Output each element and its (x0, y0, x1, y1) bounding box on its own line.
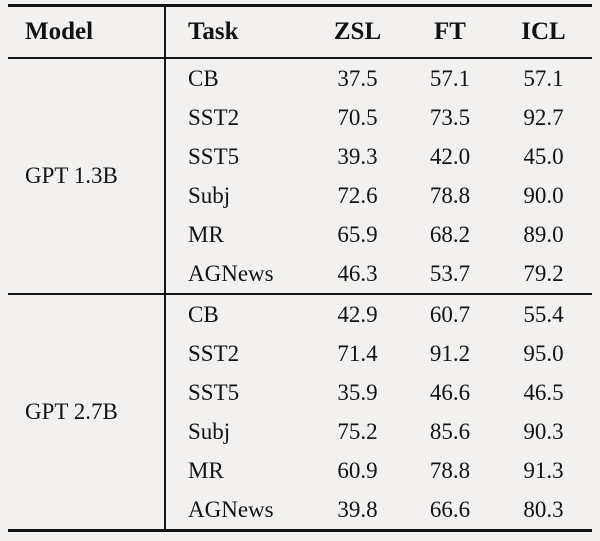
task-cell: CB (188, 301, 219, 327)
table-row: SST5 39.3 42.0 45.0 (8, 137, 592, 176)
table-row: Subj 75.2 85.6 90.3 (8, 412, 592, 451)
task-cell: MR (188, 221, 224, 247)
icl-value: 89.0 (523, 221, 564, 247)
icl-value: 95.0 (523, 340, 564, 366)
zsl-value: 70.5 (337, 104, 378, 130)
ft-value: 57.1 (429, 65, 471, 91)
icl-value: 55.4 (523, 301, 564, 327)
zsl-value: 42.9 (337, 301, 378, 327)
task-cell: AGNews (188, 260, 274, 286)
icl-value: 90.0 (523, 182, 564, 208)
section-gpt-1-3b: GPT 1.3B CB 37.5 57.1 57.1 SST2 70.5 73.… (8, 58, 592, 294)
col-header-model: Model (8, 5, 166, 58)
zsl-value: 60.9 (337, 457, 378, 483)
ft-value: 60.7 (429, 301, 471, 327)
task-cell: SST2 (188, 340, 240, 366)
task-cell: Subj (188, 418, 231, 444)
table-header: Model Task ZSL FT ICL (8, 5, 592, 58)
task-cell: SST5 (188, 379, 240, 405)
icl-value: 46.5 (523, 379, 564, 405)
task-cell: MR (188, 457, 224, 483)
table-row: GPT 1.3B CB 37.5 57.1 57.1 (8, 58, 592, 294)
ft-value: 78.8 (429, 457, 471, 483)
col-header-zsl: ZSL (333, 18, 382, 45)
ft-value: 68.2 (429, 221, 471, 247)
zsl-value: 65.9 (337, 221, 378, 247)
ft-value: 42.0 (429, 143, 471, 169)
zsl-value: 35.9 (337, 379, 378, 405)
task-cell: Subj (188, 182, 231, 208)
ft-value: 73.5 (429, 104, 471, 130)
model-label: GPT 2.7B (8, 294, 166, 531)
table-row: SST2 70.5 73.5 92.7 (8, 98, 592, 137)
ft-value: 78.8 (429, 182, 471, 208)
col-header-ft: FT (434, 18, 466, 45)
model-label: GPT 1.3B (8, 58, 166, 294)
zsl-value: 37.5 (337, 65, 378, 91)
col-header-task: Task (188, 18, 239, 45)
ft-value: 85.6 (429, 418, 471, 444)
task-cell: SST5 (188, 143, 240, 169)
icl-value: 90.3 (523, 418, 564, 444)
zsl-value: 39.3 (337, 143, 378, 169)
icl-value: 57.1 (523, 65, 564, 91)
icl-value: 45.0 (523, 143, 564, 169)
ft-value: 66.6 (429, 496, 471, 522)
task-cell: CB (188, 65, 219, 91)
table-row: Subj 72.6 78.8 90.0 (8, 176, 592, 215)
section-gpt-2-7b: GPT 2.7B CB 42.9 60.7 55.4 SST2 71.4 91.… (8, 294, 592, 531)
header-row: Model Task ZSL FT ICL (8, 5, 592, 58)
ft-value: 91.2 (429, 340, 471, 366)
ft-value: 53.7 (429, 260, 471, 286)
col-header-icl: ICL (521, 18, 566, 45)
table-row: MR 60.9 78.8 91.3 (8, 451, 592, 490)
table-row: AGNews 39.8 66.6 80.3 (8, 490, 592, 531)
zsl-value: 72.6 (337, 182, 378, 208)
task-cell: SST2 (188, 104, 240, 130)
results-table: Model Task ZSL FT ICL GPT 1.3B CB 37.5 5… (8, 4, 592, 532)
table-row: SST2 71.4 91.2 95.0 (8, 334, 592, 373)
table-row: GPT 2.7B CB 42.9 60.7 55.4 (8, 294, 592, 531)
icl-value: 91.3 (523, 457, 564, 483)
zsl-value: 39.8 (337, 496, 378, 522)
zsl-value: 46.3 (337, 260, 378, 286)
table-row: AGNews 46.3 53.7 79.2 (8, 254, 592, 294)
zsl-value: 71.4 (337, 340, 378, 366)
task-cell: AGNews (188, 496, 274, 522)
table-row: SST5 35.9 46.6 46.5 (8, 373, 592, 412)
icl-value: 80.3 (523, 496, 564, 522)
table-row: MR 65.9 68.2 89.0 (8, 215, 592, 254)
icl-value: 92.7 (523, 104, 564, 130)
icl-value: 79.2 (523, 260, 564, 286)
table-figure: Model Task ZSL FT ICL GPT 1.3B CB 37.5 5… (8, 4, 592, 532)
ft-value: 46.6 (429, 379, 471, 405)
zsl-value: 75.2 (337, 418, 378, 444)
